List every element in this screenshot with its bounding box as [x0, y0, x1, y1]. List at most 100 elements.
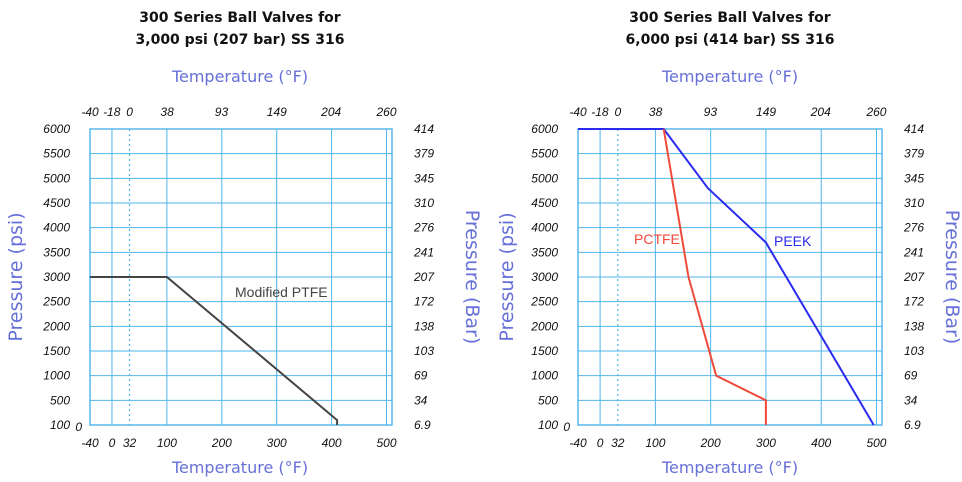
chart-2-x-tick-label: 0	[597, 436, 604, 450]
chart-1-y-tick-label: 100	[50, 418, 70, 432]
chart-2-y-tick-label: 2000	[530, 319, 558, 333]
chart-1-y2-tick-label: 414	[414, 122, 434, 136]
chart-2-y-tick-label: 1000	[531, 369, 558, 383]
chart-1-y-tick-label: 2000	[42, 319, 70, 333]
chart-1-x-tick-label: 400	[322, 436, 342, 450]
chart-1-x-tick-label: 300	[267, 436, 287, 450]
chart-2-y2-tick-label: 103	[904, 344, 924, 358]
chart-1-y2-tick-label: 69	[414, 369, 428, 383]
chart-2-x-tick-label: 300	[756, 436, 776, 450]
chart-2-plot-frame	[577, 128, 883, 426]
chart-2-y2-tick-label: 138	[904, 319, 924, 333]
chart-2-y2-tick-label: 276	[903, 221, 924, 235]
chart-2-bottom-axis-title: Temperature (°F)	[661, 458, 798, 477]
chart-2-x2-tick-label: 260	[865, 105, 886, 119]
chart-1-x2-tick-label: -40	[81, 105, 99, 119]
chart-2-y2-tick-label: 207	[903, 270, 925, 284]
chart-1-y-tick-label: 1000	[43, 369, 70, 383]
chart-1-y2-tick-label: 34	[414, 393, 428, 407]
chart-1-y-tick-label: 4000	[43, 221, 70, 235]
chart-2-y-tick-label: 4000	[531, 221, 558, 235]
chart-1-y2-tick-label: 103	[414, 344, 434, 358]
chart-2-series-line-pctfe	[662, 128, 767, 425]
chart-2-x2-tick-label: -40	[569, 105, 587, 119]
chart-1-x2-tick-label: 93	[215, 105, 229, 119]
chart-2-y-tick-label: 5000	[531, 171, 558, 185]
chart-2-y-tick-label: 100	[538, 418, 558, 432]
chart-2-series-label-peek: PEEK	[774, 233, 812, 249]
chart-1-y2-tick-label: 207	[413, 270, 435, 284]
chart-2-y-tick-label: 3500	[531, 245, 558, 259]
chart-2-y-tick-label: 2500	[530, 295, 558, 309]
chart-1-x2-tick-label: 204	[320, 105, 341, 119]
chart-2-y-tick-label: 5500	[531, 147, 558, 161]
chart-2-x2-tick-label: 0	[614, 105, 621, 119]
chart-1-y-tick-label: 5500	[43, 147, 70, 161]
chart-2-y-tick-label: 500	[538, 393, 558, 407]
chart-1-y-tick-label: 6000	[43, 122, 70, 136]
chart-2-top-axis-title: Temperature (°F)	[661, 67, 798, 86]
chart-1-y2-tick-label: 310	[414, 196, 434, 210]
chart-2-right-axis-title: Pressure (Bar)	[941, 210, 962, 344]
chart-2-x-tick-label: 500	[866, 436, 886, 450]
chart-1-x-tick-label: 32	[123, 436, 137, 450]
chart-1-y2-tick-label: 172	[414, 295, 434, 309]
chart-2-left-axis-title: Pressure (psi)	[496, 212, 518, 341]
chart-2-y2-tick-label: 6.9	[904, 418, 921, 432]
chart-2-y2-tick-label: 172	[904, 295, 924, 309]
chart-1-y-tick-label: 3000	[43, 270, 70, 284]
chart-1-top-axis-title: Temperature (°F)	[171, 67, 308, 86]
chart-1-right-axis-title: Pressure (Bar)	[461, 210, 483, 344]
chart-2-x-tick-label: 200	[700, 436, 721, 450]
chart-2-y-tick-label: 6000	[531, 122, 558, 136]
chart-1-x-tick-label: 500	[376, 436, 396, 450]
chart-2-y2-tick-label: 69	[904, 369, 918, 383]
chart-2-x2-tick-label: 93	[704, 105, 718, 119]
chart-2-x2-tick-label: 204	[810, 105, 831, 119]
chart-1-title-line: 3,000 psi (207 bar) SS 316	[136, 32, 345, 48]
chart-1-y-tick-label: 2500	[42, 295, 70, 309]
chart-2-y2-tick-label: 241	[903, 245, 924, 259]
chart-2-x2-tick-label: 149	[756, 105, 776, 119]
chart-1-left-axis-title: Pressure (psi)	[5, 212, 27, 341]
chart-1-title-line: 300 Series Ball Valves for	[139, 10, 341, 26]
chart-2-y2-tick-label: 34	[904, 393, 918, 407]
chart-1-y2-tick-label: 138	[414, 319, 434, 333]
chart-1-y-tick-label: 500	[50, 393, 70, 407]
chart-1-x2-tick-label: 260	[375, 105, 396, 119]
chart-1-bottom-axis-title: Temperature (°F)	[171, 458, 308, 477]
chart-2-x2-tick-label: 38	[649, 105, 663, 119]
chart-2-origin-label: 0	[563, 420, 570, 434]
chart-1-y2-tick-label: 276	[413, 221, 434, 235]
chart-2-series-line-peek	[578, 128, 875, 426]
chart-2-title-line: 300 Series Ball Valves for	[629, 10, 831, 26]
chart-1-x-tick-label: 100	[157, 436, 177, 450]
chart-1-x-tick-label: 0	[109, 436, 116, 450]
chart-1-x2-tick-label: 149	[267, 105, 287, 119]
chart-2-x-tick-label: 400	[811, 436, 831, 450]
chart-2-series-label-pctfe: PCTFE	[634, 231, 680, 247]
chart-2-title-line: 6,000 psi (414 bar) SS 316	[626, 32, 835, 48]
chart-1-x-tick-label: 200	[211, 436, 232, 450]
chart-1-series-label-modified-ptfe: Modified PTFE	[235, 284, 328, 300]
chart-1-x2-tick-label: 0	[126, 105, 133, 119]
chart-2-y-tick-label: 4500	[531, 196, 558, 210]
chart-1-origin-label: 0	[75, 420, 82, 434]
chart-2-y2-tick-label: 345	[904, 171, 924, 185]
chart-1-y-tick-label: 1500	[43, 344, 70, 358]
chart-1-x-tick-label: -40	[81, 436, 99, 450]
chart-1-y-tick-label: 5000	[43, 171, 70, 185]
chart-2-y-tick-label: 1500	[531, 344, 558, 358]
chart-1-y-tick-label: 4500	[43, 196, 70, 210]
chart-1-series-line-modified-ptfe	[90, 276, 339, 425]
chart-2-y-tick-label: 3000	[531, 270, 558, 284]
chart-1-y2-tick-label: 241	[413, 245, 434, 259]
chart-1-x2-tick-label: -18	[103, 105, 121, 119]
chart-2-x-tick-label: 100	[645, 436, 665, 450]
chart-2-y2-tick-label: 379	[904, 147, 924, 161]
chart-2-x-tick-label: 32	[611, 436, 625, 450]
chart-1-y-tick-label: 3500	[43, 245, 70, 259]
chart-1-y2-tick-label: 379	[414, 147, 434, 161]
chart-2-x-tick-label: -40	[569, 436, 587, 450]
